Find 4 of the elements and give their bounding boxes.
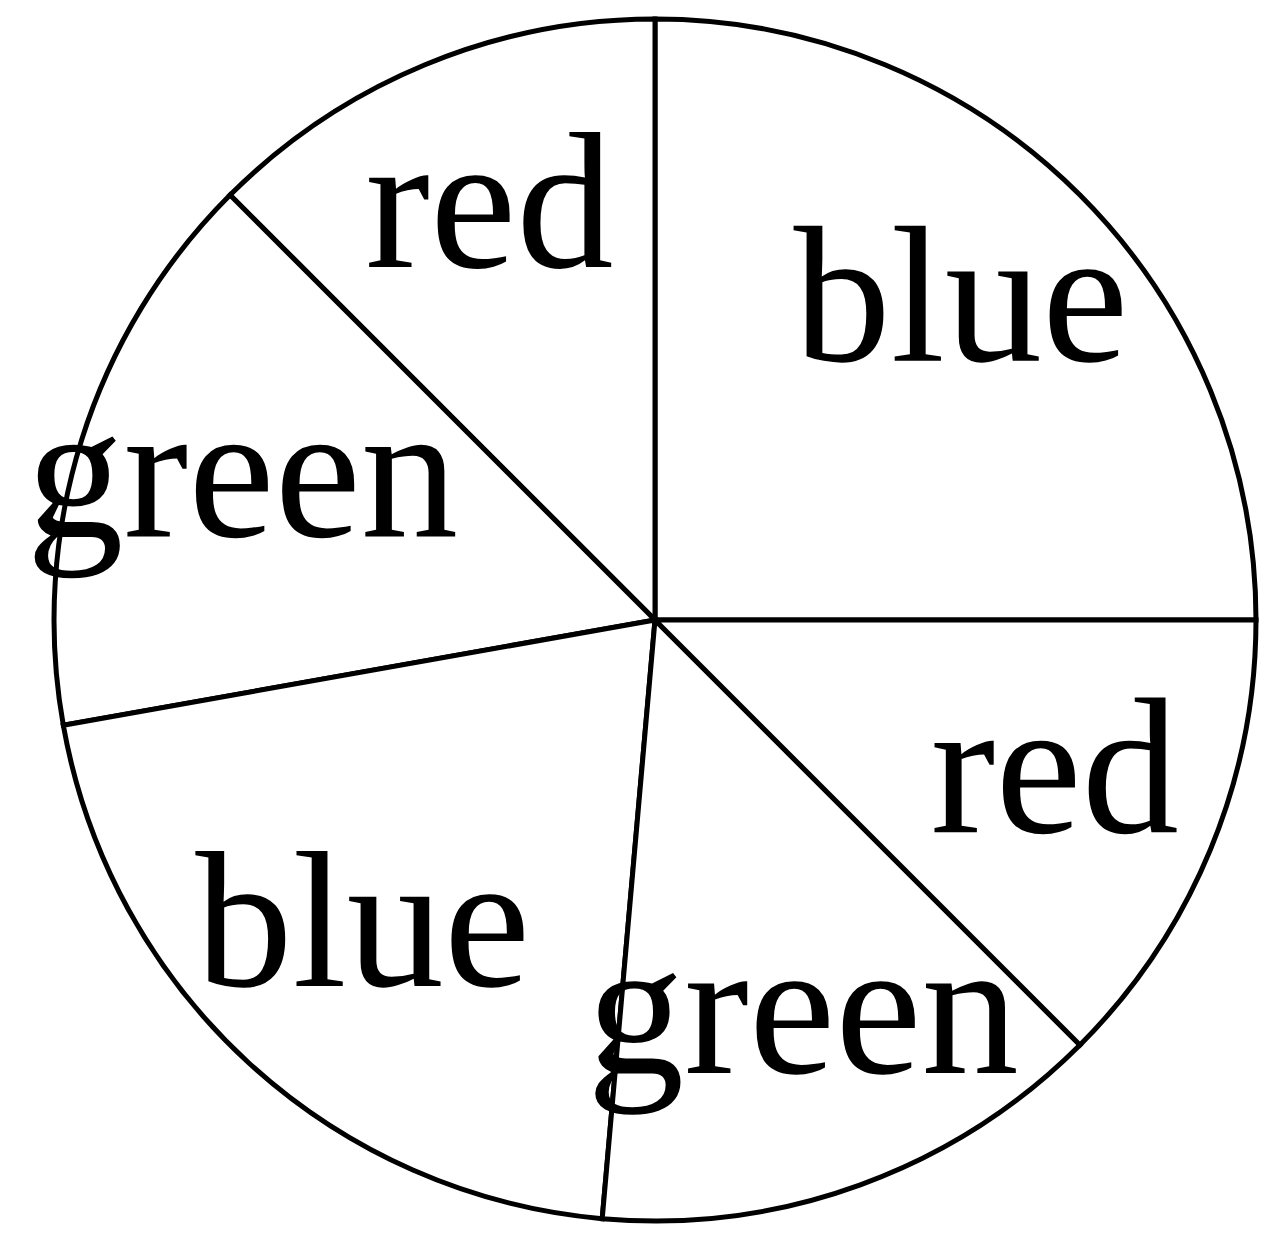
slice-label: blue bbox=[195, 850, 524, 988]
slice-label: red bbox=[369, 132, 612, 269]
slice-label: red bbox=[934, 697, 1177, 835]
slice-label: blue bbox=[793, 225, 1122, 363]
